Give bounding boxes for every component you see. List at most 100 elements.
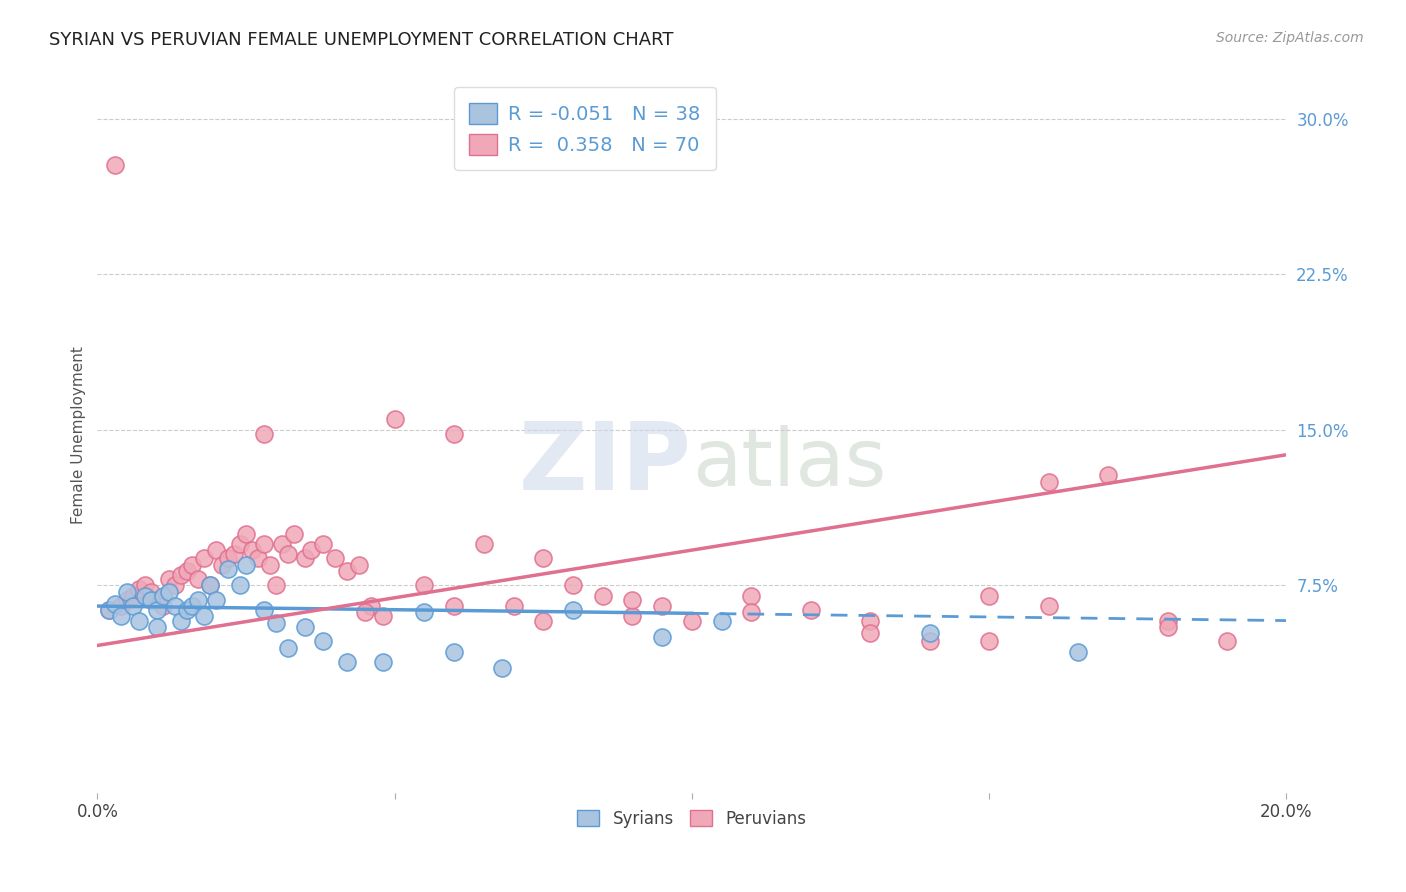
Point bbox=[800, 603, 823, 617]
Point bbox=[621, 592, 644, 607]
Point bbox=[122, 589, 145, 603]
Point bbox=[122, 599, 145, 613]
Point bbox=[110, 609, 132, 624]
Point bbox=[294, 551, 316, 566]
Point bbox=[531, 614, 554, 628]
Point bbox=[979, 589, 1001, 603]
Point bbox=[134, 589, 156, 603]
Point bbox=[176, 564, 198, 578]
Point bbox=[157, 572, 180, 586]
Point bbox=[1156, 620, 1178, 634]
Point bbox=[146, 620, 169, 634]
Point bbox=[443, 645, 465, 659]
Point bbox=[187, 592, 209, 607]
Point bbox=[1038, 475, 1060, 489]
Point bbox=[217, 551, 239, 566]
Point bbox=[229, 578, 252, 592]
Y-axis label: Female Unemployment: Female Unemployment bbox=[72, 346, 86, 524]
Point bbox=[277, 640, 299, 655]
Point bbox=[146, 603, 169, 617]
Point bbox=[128, 582, 150, 597]
Point bbox=[371, 655, 394, 669]
Point bbox=[98, 603, 121, 617]
Point bbox=[224, 547, 246, 561]
Point bbox=[299, 543, 322, 558]
Point bbox=[336, 655, 359, 669]
Point bbox=[205, 592, 228, 607]
Point bbox=[472, 537, 495, 551]
Point bbox=[152, 589, 174, 603]
Point bbox=[336, 564, 359, 578]
Point bbox=[270, 537, 292, 551]
Text: ZIP: ZIP bbox=[519, 417, 692, 509]
Point bbox=[710, 614, 733, 628]
Point bbox=[104, 157, 127, 171]
Point bbox=[205, 543, 228, 558]
Text: Source: ZipAtlas.com: Source: ZipAtlas.com bbox=[1216, 31, 1364, 45]
Point bbox=[294, 620, 316, 634]
Point bbox=[443, 427, 465, 442]
Point bbox=[354, 605, 377, 619]
Point bbox=[312, 537, 335, 551]
Point bbox=[181, 599, 204, 613]
Point bbox=[163, 599, 186, 613]
Point bbox=[740, 605, 762, 619]
Point bbox=[157, 584, 180, 599]
Point bbox=[98, 603, 121, 617]
Point bbox=[312, 634, 335, 648]
Point bbox=[200, 578, 222, 592]
Point bbox=[651, 599, 673, 613]
Point bbox=[502, 599, 524, 613]
Point bbox=[347, 558, 370, 572]
Point bbox=[176, 603, 198, 617]
Point bbox=[211, 558, 233, 572]
Point bbox=[253, 603, 276, 617]
Text: SYRIAN VS PERUVIAN FEMALE UNEMPLOYMENT CORRELATION CHART: SYRIAN VS PERUVIAN FEMALE UNEMPLOYMENT C… bbox=[49, 31, 673, 49]
Point bbox=[152, 599, 174, 613]
Point bbox=[283, 526, 305, 541]
Point bbox=[128, 614, 150, 628]
Point bbox=[193, 551, 215, 566]
Point bbox=[1156, 614, 1178, 628]
Point bbox=[413, 578, 436, 592]
Point bbox=[491, 661, 513, 675]
Point bbox=[146, 592, 169, 607]
Point bbox=[139, 584, 162, 599]
Point bbox=[918, 626, 941, 640]
Point bbox=[651, 630, 673, 644]
Point bbox=[562, 578, 585, 592]
Point bbox=[115, 592, 138, 607]
Point bbox=[264, 578, 287, 592]
Point bbox=[169, 614, 191, 628]
Point bbox=[240, 543, 263, 558]
Point bbox=[264, 615, 287, 630]
Point bbox=[217, 562, 239, 576]
Point bbox=[200, 578, 222, 592]
Point bbox=[531, 551, 554, 566]
Point bbox=[110, 599, 132, 613]
Point bbox=[163, 578, 186, 592]
Point bbox=[413, 605, 436, 619]
Point bbox=[323, 551, 346, 566]
Point bbox=[918, 634, 941, 648]
Point bbox=[253, 537, 276, 551]
Point bbox=[443, 599, 465, 613]
Point bbox=[277, 547, 299, 561]
Point bbox=[681, 614, 703, 628]
Point bbox=[859, 614, 882, 628]
Point bbox=[979, 634, 1001, 648]
Point bbox=[139, 592, 162, 607]
Point bbox=[562, 603, 585, 617]
Point bbox=[187, 572, 209, 586]
Point bbox=[181, 558, 204, 572]
Point bbox=[235, 558, 257, 572]
Point bbox=[169, 568, 191, 582]
Point bbox=[621, 609, 644, 624]
Point bbox=[740, 589, 762, 603]
Point bbox=[259, 558, 281, 572]
Point bbox=[235, 526, 257, 541]
Point bbox=[104, 597, 127, 611]
Text: atlas: atlas bbox=[692, 425, 886, 503]
Point bbox=[371, 609, 394, 624]
Point bbox=[1038, 599, 1060, 613]
